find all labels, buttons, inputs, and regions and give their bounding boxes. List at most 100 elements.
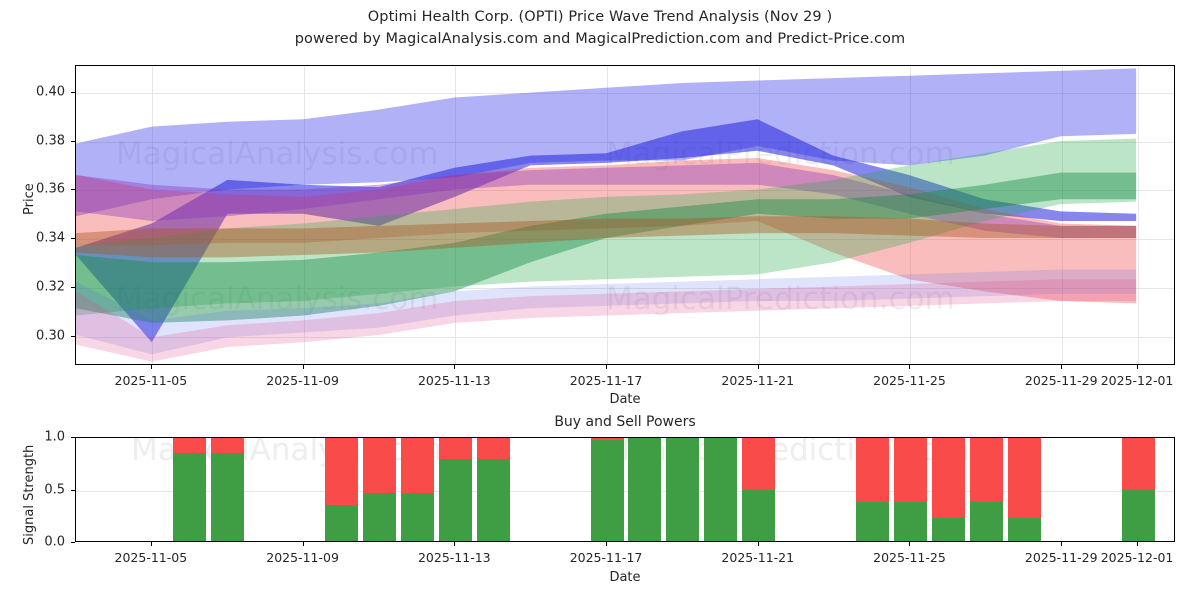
price-ticklabel-x: 2025-11-29 [1024, 373, 1098, 388]
signal-ticklabel-x: 2025-11-21 [721, 550, 795, 565]
price-tick-y [71, 91, 75, 93]
signal-tick-x [150, 542, 152, 546]
bar-segment-sell [893, 438, 927, 502]
bar-segment-buy [476, 459, 510, 541]
bar-segment-sell [742, 438, 776, 490]
bar-segment-buy [1007, 517, 1041, 541]
bar-segment-buy [438, 459, 472, 541]
bar-segment-buy [931, 517, 965, 541]
bar-segment-sell [931, 438, 965, 518]
signal-bar[interactable] [211, 438, 245, 541]
price-ticklabel-x: 2025-11-21 [721, 373, 795, 388]
price-tick-x [454, 365, 456, 369]
price-plot-area: MagicalAnalysis.comMagicalPrediction.com… [76, 66, 1174, 364]
price-band-green-wave-band [76, 138, 1137, 316]
signal-bar[interactable] [325, 438, 359, 541]
price-band-blue-wave-band [76, 68, 1137, 217]
signal-ticklabel-y: 0.5 [44, 482, 65, 497]
signal-bar[interactable] [362, 438, 396, 541]
price-band-green-inner-band [76, 172, 1137, 323]
signal-ticklabel-x: 2025-11-13 [417, 550, 491, 565]
bar-segment-sell [1121, 438, 1155, 490]
price-gridline-v [758, 66, 760, 364]
signal-bar[interactable] [931, 438, 965, 541]
bar-segment-buy [666, 438, 700, 541]
bar-segment-sell [325, 438, 359, 506]
signal-bar[interactable] [893, 438, 927, 541]
signal-ticklabel-x: 2025-11-09 [266, 550, 339, 565]
bar-segment-buy [362, 493, 396, 541]
signal-bar[interactable] [742, 438, 776, 541]
price-ticklabel-y: 0.34 [36, 230, 65, 246]
signal-bar[interactable] [969, 438, 1003, 541]
signal-tick-y [71, 437, 75, 438]
price-gridline-h [76, 141, 1174, 143]
bar-segment-buy [1121, 489, 1155, 541]
price-gridline-h [76, 287, 1174, 289]
signal-bar[interactable] [438, 438, 472, 541]
price-gridline-v [303, 66, 305, 364]
price-gridline-h [76, 239, 1174, 241]
price-ticklabel-x: 2025-11-05 [114, 373, 188, 388]
signal-tick-x [302, 542, 304, 546]
signal-tick-x [1137, 542, 1139, 546]
signal-ticklabel-x: 2025-11-25 [873, 550, 946, 565]
signal-bar[interactable] [628, 438, 662, 541]
bar-segment-buy [742, 489, 776, 541]
price-ticklabel-y: 0.32 [36, 279, 65, 295]
signal-bar[interactable] [856, 438, 890, 541]
signal-bar[interactable] [1007, 438, 1041, 541]
price-gridline-v [607, 66, 609, 364]
figure-subtitle-line2: powered by MagicalAnalysis.com and Magic… [294, 31, 906, 47]
price-tick-x [150, 365, 152, 369]
bar-segment-buy [173, 452, 207, 541]
signal-bar[interactable] [173, 438, 207, 541]
price-tick-x [302, 365, 304, 369]
bar-segment-buy [400, 493, 434, 541]
bar-segment-sell [969, 438, 1003, 502]
signal-bar[interactable] [1121, 438, 1155, 541]
price-tick-y [71, 189, 75, 191]
price-tick-y [71, 140, 75, 142]
signal-axis-label-x: Date [609, 570, 641, 585]
price-tick-x [1137, 365, 1139, 369]
price-ticklabel-x: 2025-11-17 [569, 373, 643, 388]
signal-ticklabel-y: 0.0 [44, 534, 65, 550]
signal-tick-x [454, 542, 456, 546]
signal-plot-area: MagicalAnalysis.com MagicalPrediction.com [76, 438, 1174, 541]
price-ticklabel-y: 0.36 [36, 181, 65, 197]
signal-bar[interactable] [666, 438, 700, 541]
price-tick-x [909, 365, 911, 369]
signal-tick-x [757, 542, 759, 546]
price-ticklabel-y: 0.38 [36, 133, 65, 149]
price-tick-x [757, 365, 759, 369]
signal-bar[interactable] [476, 438, 510, 541]
bar-segment-sell [590, 438, 624, 441]
signal-ticklabel-y: 1.0 [44, 429, 65, 445]
price-ticklabel-x: 2025-11-13 [417, 373, 491, 388]
price-wave-chart: MagicalAnalysis.comMagicalPrediction.com… [75, 65, 1175, 365]
signal-ticklabel-x: 2025-11-29 [1024, 550, 1098, 565]
price-tick-y [71, 238, 75, 240]
bar-segment-buy [704, 438, 738, 541]
bar-segment-buy [856, 501, 890, 541]
bar-segment-sell [400, 438, 434, 494]
bar-segment-buy [969, 501, 1003, 541]
signal-tick-x [909, 542, 911, 546]
signal-bar[interactable] [704, 438, 738, 541]
price-axis-label-x: Date [609, 392, 641, 407]
signal-ticklabel-x: 2025-11-05 [114, 550, 188, 565]
price-tick-y [71, 286, 75, 288]
bar-segment-buy [628, 438, 662, 541]
signal-bar[interactable] [590, 438, 624, 541]
price-tick-y [71, 335, 75, 337]
bar-segment-sell [438, 438, 472, 460]
price-gridline-h [76, 336, 1174, 338]
price-tick-x [1061, 365, 1063, 369]
price-ticklabel-x: 2025-12-01 [1100, 373, 1174, 388]
price-gridline-v [1138, 66, 1140, 364]
price-gridline-h [76, 190, 1174, 192]
signal-bar[interactable] [400, 438, 434, 541]
bar-segment-buy [893, 501, 927, 541]
